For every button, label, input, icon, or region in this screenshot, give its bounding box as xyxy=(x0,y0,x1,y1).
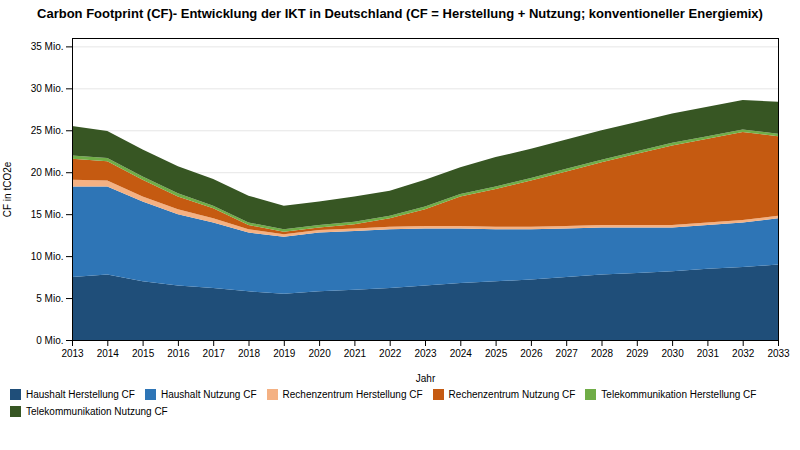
svg-text:20 Mio.: 20 Mio. xyxy=(31,167,64,178)
svg-text:CF in tCO2e: CF in tCO2e xyxy=(2,162,13,218)
svg-text:0 Mio.: 0 Mio. xyxy=(36,335,63,346)
html-text:Rechenzentrum Nutzung CF: Rechenzentrum Nutzung CF xyxy=(448,389,576,400)
html-text:Rechenzentrum Herstellung CF: Rechenzentrum Herstellung CF xyxy=(282,389,423,400)
html-text:Haushalt Nutzung CF: Haushalt Nutzung CF xyxy=(160,389,257,400)
svg-text:15 Mio.: 15 Mio. xyxy=(31,209,64,220)
svg-text:2019: 2019 xyxy=(273,348,296,359)
svg-text:2021: 2021 xyxy=(344,348,367,359)
svg-text:35 Mio.: 35 Mio. xyxy=(31,41,64,52)
svg-text:2023: 2023 xyxy=(414,348,437,359)
svg-text:30 Mio.: 30 Mio. xyxy=(31,83,64,94)
svg-text:2013: 2013 xyxy=(61,348,84,359)
html-text:Telekommunikation Herstellung: Telekommunikation Herstellung CF xyxy=(601,389,757,400)
svg-text:2026: 2026 xyxy=(520,348,543,359)
svg-text:10 Mio.: 10 Mio. xyxy=(31,251,64,262)
svg-text:2016: 2016 xyxy=(167,348,190,359)
svg-text:2031: 2031 xyxy=(697,348,720,359)
svg-text:2027: 2027 xyxy=(556,348,579,359)
svg-text:25 Mio.: 25 Mio. xyxy=(31,125,64,136)
svg-text:2028: 2028 xyxy=(591,348,614,359)
svg-text:2017: 2017 xyxy=(203,348,226,359)
svg-text:2024: 2024 xyxy=(450,348,473,359)
svg-text:2032: 2032 xyxy=(732,348,755,359)
svg-text:2014: 2014 xyxy=(97,348,120,359)
svg-text:Jahr: Jahr xyxy=(416,373,436,384)
svg-text:2022: 2022 xyxy=(379,348,402,359)
svg-text:2015: 2015 xyxy=(132,348,155,359)
svg-text:5 Mio.: 5 Mio. xyxy=(36,293,63,304)
svg-text:2020: 2020 xyxy=(308,348,331,359)
svg-text:2033: 2033 xyxy=(767,348,790,359)
svg-text:2025: 2025 xyxy=(485,348,508,359)
svg-text:2029: 2029 xyxy=(626,348,649,359)
html-text:Carbon Footprint (CF)- Entwick: Carbon Footprint (CF)- Entwicklung der I… xyxy=(37,6,763,21)
html-text:Haushalt Herstellung CF: Haushalt Herstellung CF xyxy=(26,389,135,400)
svg-text:2018: 2018 xyxy=(238,348,261,359)
html-text:Telekommunikation Nutzung CF: Telekommunikation Nutzung CF xyxy=(26,405,168,417)
svg-text:2030: 2030 xyxy=(661,348,684,359)
